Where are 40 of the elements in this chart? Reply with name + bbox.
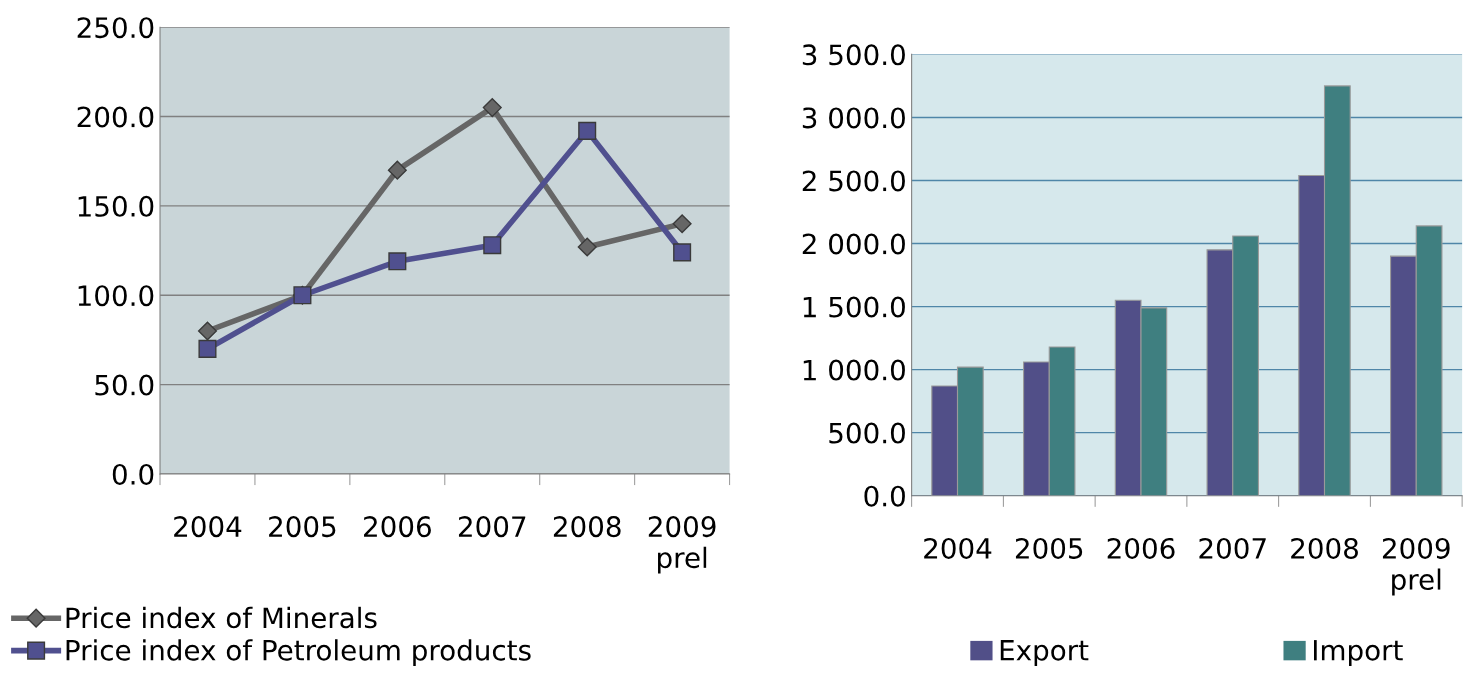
- point: [482, 98, 502, 118]
- x-tick-label: 2004: [924, 537, 992, 559]
- point: [577, 237, 597, 257]
- x-tick-label: 2005: [269, 516, 336, 538]
- x-tick-label: 2006: [364, 516, 431, 538]
- x-tick-label: 2008: [1291, 537, 1358, 559]
- y-tick-label: 3 000.0: [802, 107, 905, 129]
- y-tick-label: 100.0: [78, 285, 154, 307]
- x-tick-label: 2006: [1107, 537, 1175, 559]
- x-tick-label: 2009 prel: [1382, 537, 1450, 596]
- x-tick-label: 2004: [174, 516, 242, 538]
- point: [578, 121, 597, 140]
- legend-label: Price index of Minerals: [66, 606, 377, 629]
- y-tick-label: 150.0: [78, 195, 154, 217]
- point: [197, 321, 218, 341]
- point: [672, 214, 692, 234]
- y-tick-label: 200.0: [77, 106, 154, 128]
- x-tick-label: 2009 prel: [648, 516, 716, 574]
- x-tick-label: 2008: [553, 516, 621, 538]
- y-tick-label: 3 500.0: [802, 44, 905, 66]
- y-tick-label: 2 000.0: [802, 233, 905, 255]
- y-tick-label: 0.0: [112, 463, 154, 485]
- legend-label: Import: [1313, 640, 1403, 667]
- y-tick-label: 0.0: [864, 485, 905, 507]
- y-tick-label: 250.0: [77, 17, 154, 39]
- point: [388, 252, 407, 271]
- x-tick-label: 2007: [458, 516, 526, 538]
- legend-label: Price index of Petroleum products: [66, 639, 531, 667]
- y-tick-label: 2 500.0: [802, 170, 905, 192]
- x-tick-label: 2005: [1015, 537, 1083, 559]
- y-tick-label: 1 000.0: [803, 359, 905, 381]
- point: [387, 160, 407, 180]
- y-tick-label: 1 500.0: [803, 296, 905, 318]
- point: [673, 243, 692, 262]
- y-tick-label: 50.0: [95, 374, 154, 396]
- point: [483, 236, 502, 255]
- x-tick-label: 2007: [1199, 537, 1266, 559]
- point: [198, 339, 217, 358]
- y-tick-label: 500.0: [829, 422, 905, 444]
- legend-label: Export: [1000, 640, 1089, 667]
